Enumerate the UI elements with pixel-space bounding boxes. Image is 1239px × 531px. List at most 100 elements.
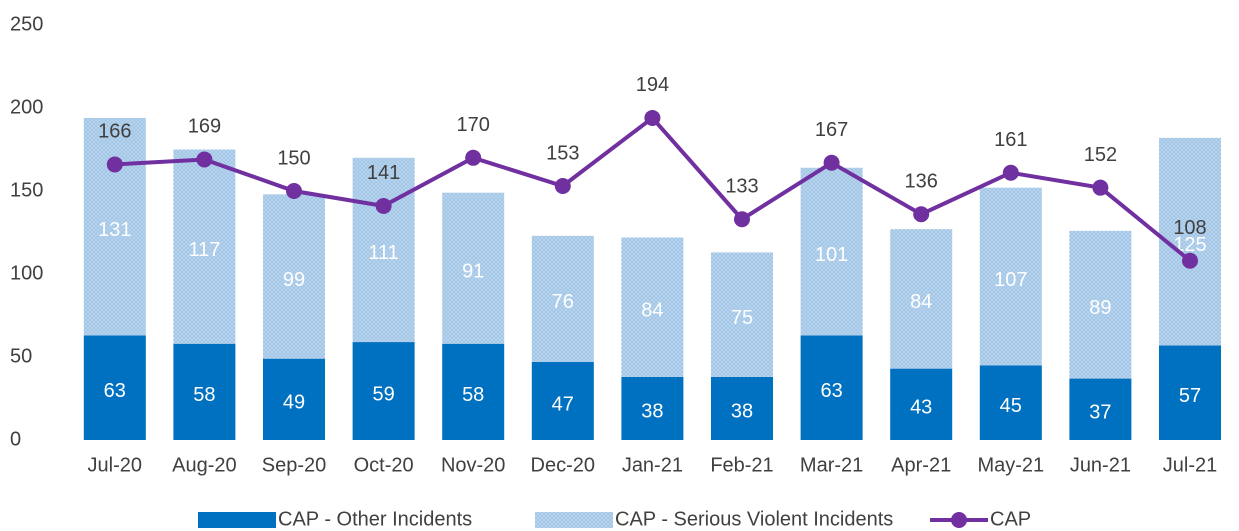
x-tick-label: Jan-21 <box>622 454 683 476</box>
x-tick-label: Nov-20 <box>441 454 505 476</box>
bar-segment <box>263 358 325 440</box>
y-tick-label: 0 <box>10 428 21 450</box>
bar-segment <box>83 335 146 440</box>
x-tick-label: Feb-21 <box>710 454 773 476</box>
data-label: 59 <box>372 383 394 405</box>
line-point <box>734 211 750 228</box>
data-label: 63 <box>820 380 842 402</box>
bar-segment <box>83 117 146 336</box>
bar-segment <box>531 235 594 362</box>
y-tick-label: 250 <box>10 13 43 35</box>
legend-label: CAP - Serious Violent Incidents <box>615 508 893 530</box>
data-label: 117 <box>188 239 220 261</box>
data-label: 152 <box>1084 144 1117 166</box>
data-label: 133 <box>725 176 758 198</box>
bar-segment <box>1159 345 1221 440</box>
x-tick-label: May-21 <box>977 454 1044 476</box>
data-label: 108 <box>1173 217 1206 239</box>
data-label: 58 <box>462 384 484 406</box>
bar-segment <box>890 368 953 440</box>
data-label: 161 <box>994 129 1027 151</box>
data-label: 91 <box>462 260 484 282</box>
data-label: 63 <box>104 380 126 402</box>
data-label: 131 <box>98 219 131 241</box>
line-point <box>644 109 661 126</box>
line-point <box>1182 252 1198 269</box>
data-label: 153 <box>546 142 579 164</box>
x-tick-label: Jul-21 <box>1163 454 1217 476</box>
x-tick-label: Jun-21 <box>1070 454 1131 476</box>
data-label: 38 <box>641 401 663 423</box>
legend-label: CAP - Other Incidents <box>278 508 472 530</box>
line-point <box>1092 179 1109 196</box>
bar-segment <box>1069 230 1132 379</box>
bar-segment <box>890 229 953 369</box>
line-point <box>286 183 302 199</box>
y-tick-label: 150 <box>10 179 43 201</box>
bar-segment <box>352 342 415 440</box>
bar-segment <box>800 335 863 440</box>
data-label: 58 <box>193 384 215 406</box>
data-label: 111 <box>368 242 398 264</box>
line-point <box>375 197 392 214</box>
data-label: 76 <box>552 291 574 313</box>
data-label: 141 <box>367 162 400 184</box>
line-point <box>465 149 482 166</box>
x-tick-label: Aug-20 <box>172 454 237 476</box>
bar-segment <box>173 343 236 440</box>
legend-label: CAP <box>990 508 1031 530</box>
x-tick-label: Dec-20 <box>531 454 595 476</box>
data-label: 167 <box>815 119 848 141</box>
y-tick-label: 50 <box>10 345 32 367</box>
bar-segment <box>979 365 1042 440</box>
bar-segment <box>1069 378 1132 440</box>
legend-swatch <box>535 512 613 528</box>
data-label: 89 <box>1089 297 1111 319</box>
legend-swatch <box>951 512 967 528</box>
data-label: 57 <box>1179 385 1201 407</box>
data-label: 45 <box>1000 395 1022 417</box>
data-label: 43 <box>910 397 932 419</box>
x-tick-label: Mar-21 <box>800 454 863 476</box>
bar-segment <box>173 149 236 344</box>
bar-segment <box>711 376 773 440</box>
data-label: 47 <box>552 393 574 415</box>
data-label: 125 <box>1173 234 1206 256</box>
line-point <box>554 178 571 195</box>
data-label: 166 <box>98 121 131 143</box>
y-tick-label: 100 <box>10 262 43 284</box>
bar-segment <box>711 252 773 377</box>
bar-segment <box>621 237 684 377</box>
data-label: 107 <box>994 269 1027 291</box>
line-point <box>823 154 840 171</box>
bar-segment <box>621 376 684 440</box>
legend-swatch <box>198 512 276 528</box>
data-label: 150 <box>277 147 310 169</box>
data-label: 169 <box>188 116 221 138</box>
data-label: 194 <box>636 74 669 96</box>
bar-segment <box>442 192 505 344</box>
data-label: 170 <box>457 114 490 136</box>
data-label: 84 <box>641 299 663 321</box>
data-label: 136 <box>905 171 938 193</box>
data-label: 49 <box>283 392 305 414</box>
line-point <box>1002 164 1019 181</box>
data-label: 75 <box>731 307 753 329</box>
bar-segment <box>531 361 594 440</box>
bar-segment <box>979 187 1042 366</box>
x-tick-label: Oct-20 <box>354 454 414 476</box>
x-tick-label: Jul-20 <box>88 454 142 476</box>
data-label: 84 <box>910 291 932 313</box>
line-point <box>196 151 213 168</box>
data-label: 37 <box>1089 402 1111 424</box>
bar-segment <box>352 157 415 343</box>
y-tick-label: 200 <box>10 96 43 118</box>
x-tick-label: Apr-21 <box>891 454 951 476</box>
bar-segment <box>442 343 505 440</box>
bar-segment <box>800 167 863 336</box>
x-tick-label: Sep-20 <box>262 454 327 476</box>
data-label: 38 <box>731 401 753 423</box>
bar-segment <box>263 194 325 359</box>
line-point <box>913 206 930 223</box>
